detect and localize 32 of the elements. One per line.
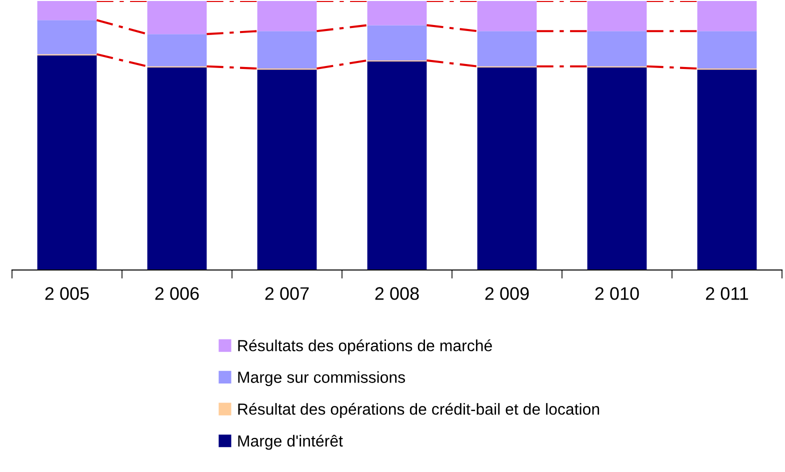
bar (477, 1, 537, 32)
x-tick-label: 2 007 (265, 287, 309, 300)
legend-label: Marge sur commissions (238, 371, 406, 386)
bar (587, 67, 647, 270)
x-tick-label: 2 009 (485, 287, 529, 300)
bar (587, 31, 647, 66)
bar (367, 62, 427, 270)
bar (147, 67, 207, 270)
legend-label: Marge d'intérêt (238, 434, 343, 450)
legend-label: Résultats des opérations de marché (238, 339, 492, 354)
bar (587, 1, 647, 32)
bar (367, 25, 427, 60)
bar (37, 55, 97, 270)
bar (257, 31, 317, 69)
x-tick-label: 2 011 (706, 287, 748, 300)
bar (697, 31, 757, 69)
legend-label: Résultat des opérations de crédit-bail et de location (238, 402, 600, 418)
bar (477, 31, 537, 66)
bar (257, 70, 317, 270)
bar (37, 1, 97, 20)
bar (367, 1, 427, 26)
x-tick-label: 2 008 (375, 287, 419, 300)
x-tick-label: 2 010 (595, 287, 639, 300)
bar (697, 1, 757, 32)
bar (147, 1, 207, 34)
x-tick-label: 2 006 (155, 287, 199, 300)
bar (147, 34, 207, 66)
bar (697, 70, 757, 270)
bar (37, 20, 97, 54)
x-tick-label: 2 005 (45, 287, 89, 300)
bar (257, 1, 317, 32)
bar (477, 67, 537, 270)
